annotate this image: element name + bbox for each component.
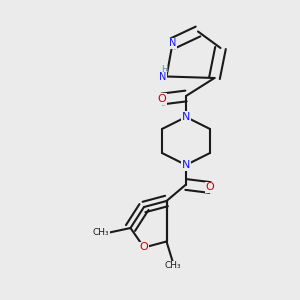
Text: O: O: [140, 242, 148, 253]
Text: N: N: [169, 38, 176, 49]
Text: O: O: [158, 94, 166, 104]
Text: N: N: [182, 160, 190, 170]
Text: N: N: [182, 112, 190, 122]
Text: H: H: [162, 64, 168, 74]
Text: CH₃: CH₃: [164, 261, 181, 270]
Text: N: N: [159, 71, 166, 82]
Text: O: O: [206, 182, 214, 193]
Text: CH₃: CH₃: [93, 228, 110, 237]
